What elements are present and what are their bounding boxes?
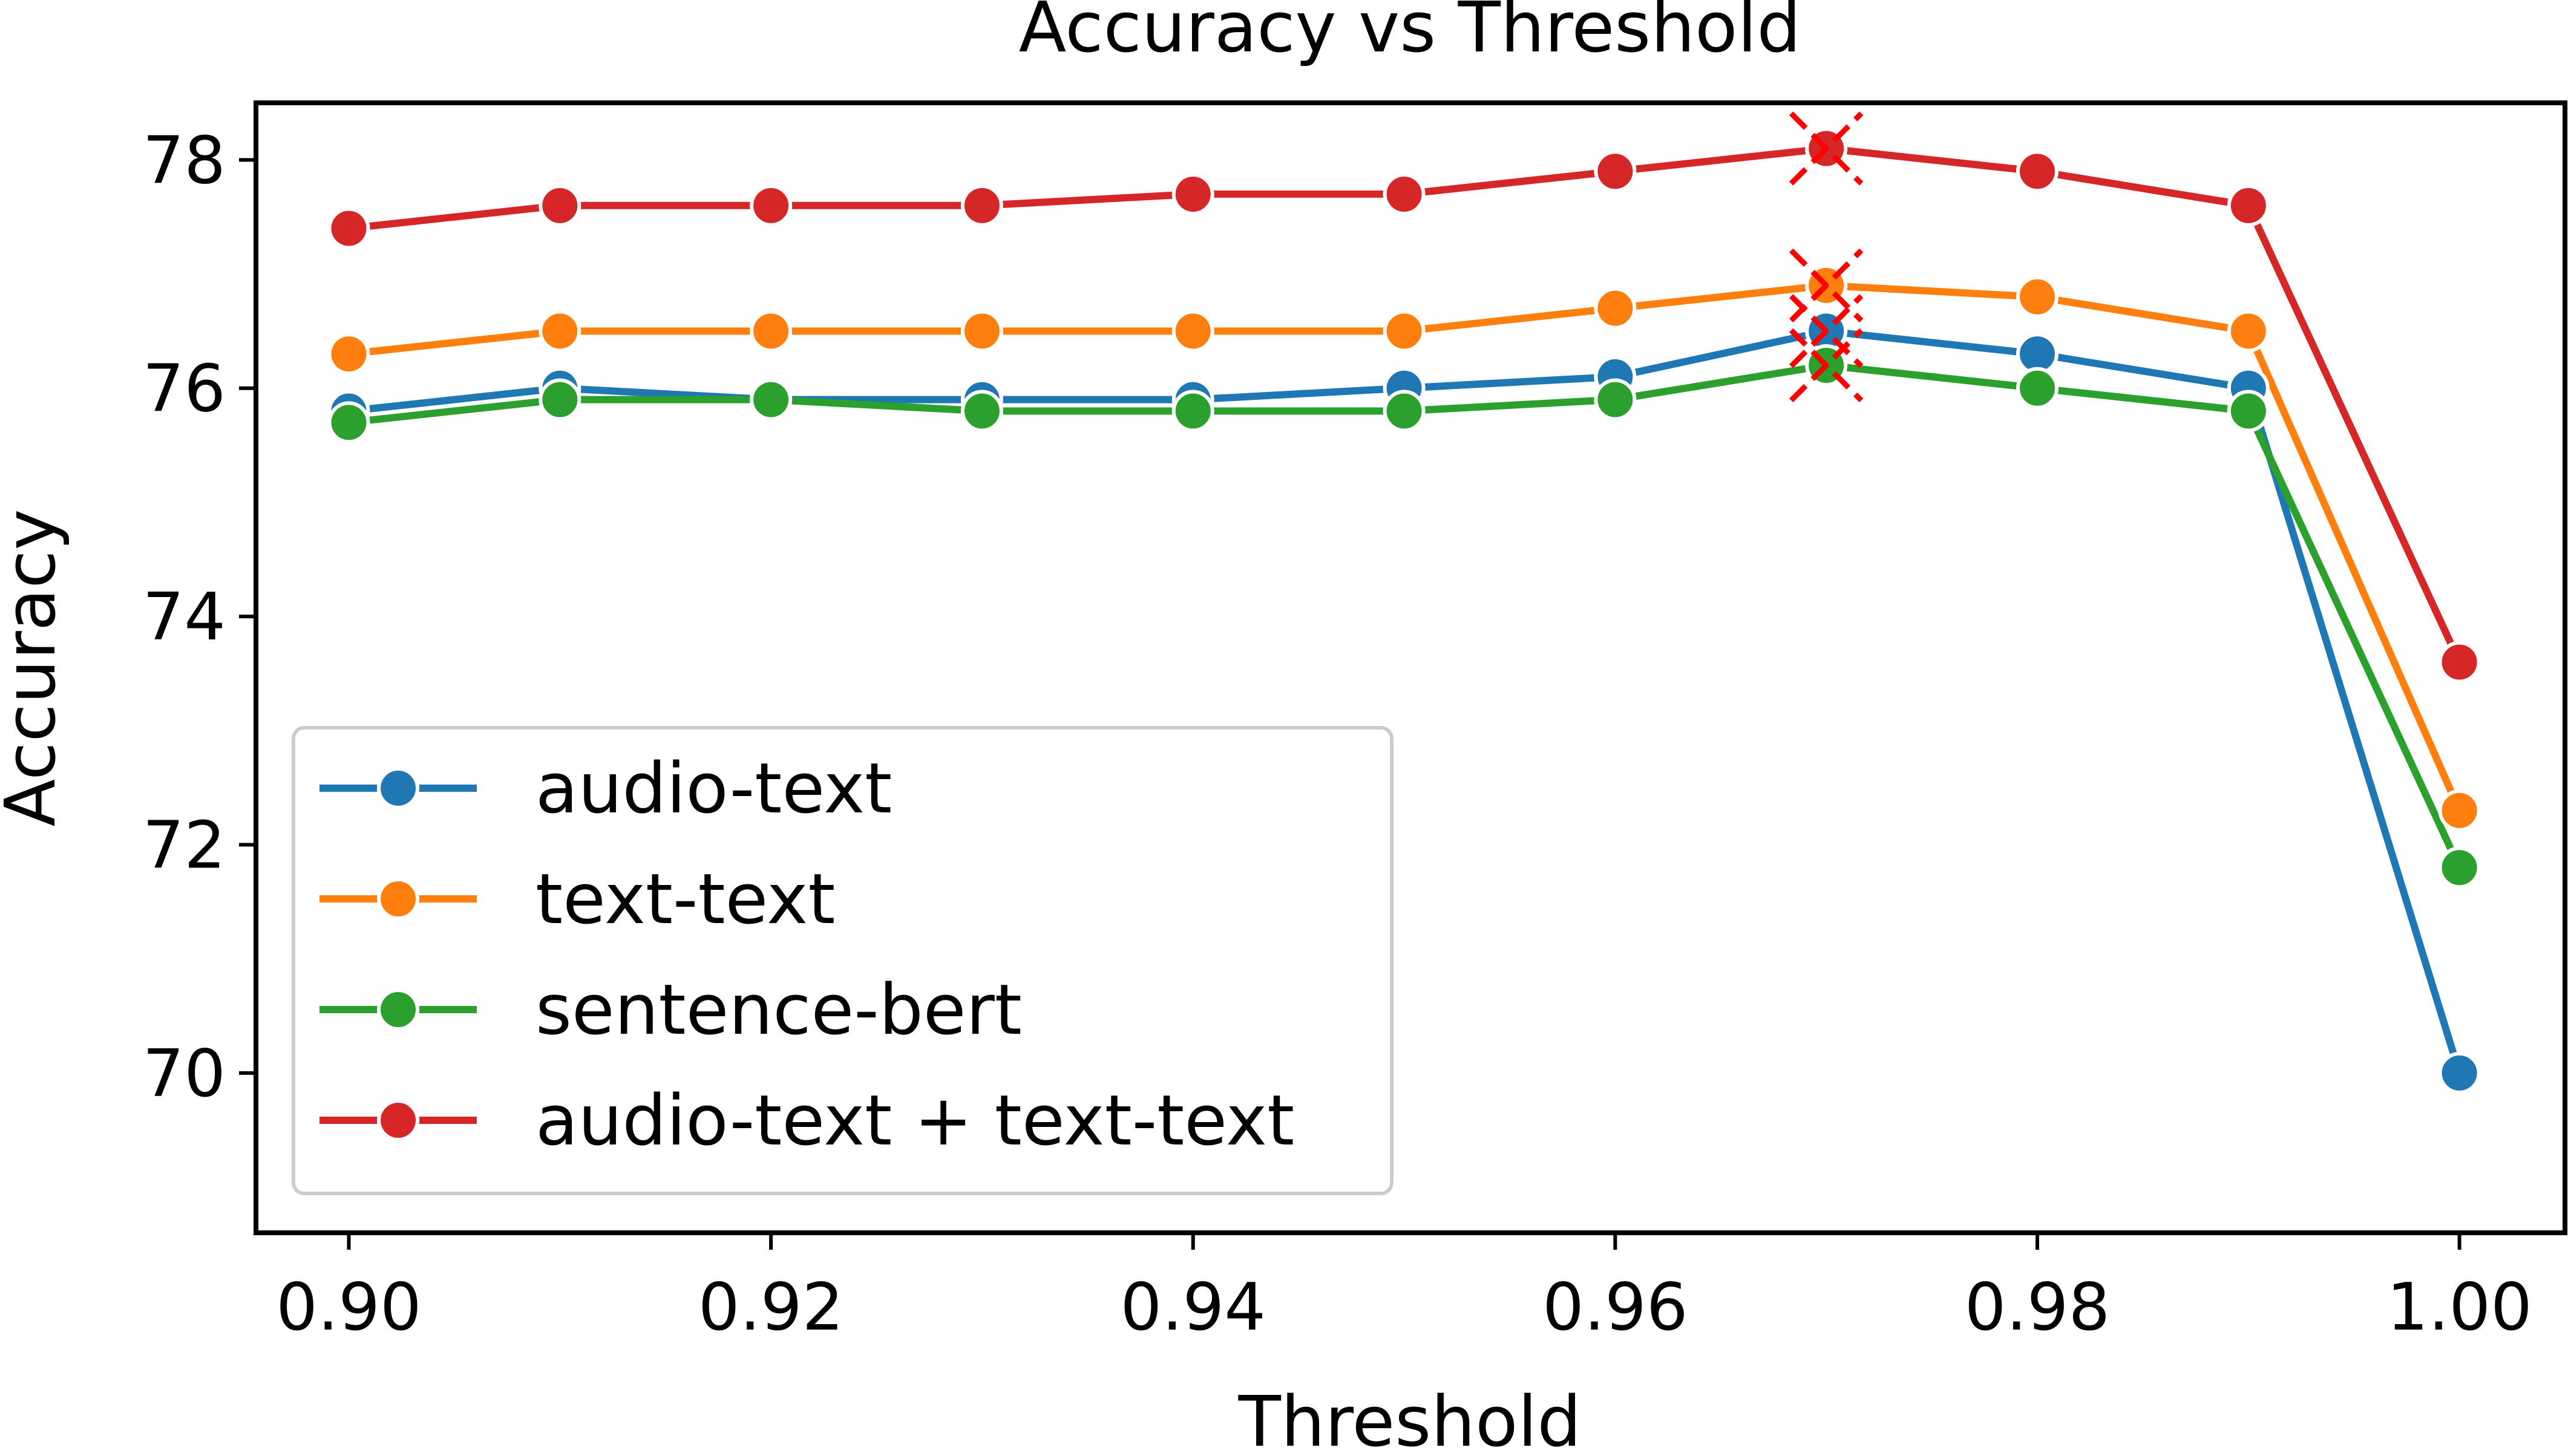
data-point-sentence-bert	[1171, 390, 1214, 433]
chart-title: Accuracy vs Threshold	[1019, 0, 1801, 68]
legend-label: sentence-bert	[536, 970, 1022, 1051]
x-tick-label: 0.92	[698, 1270, 843, 1345]
y-tick-label: 76	[143, 351, 226, 427]
x-tick-label: 0.94	[1120, 1270, 1265, 1345]
data-point-audio-text	[2438, 1051, 2481, 1094]
y-axis: 70 72 74 76 78	[143, 123, 256, 1112]
legend-marker	[377, 1099, 419, 1141]
data-point-audio-text-text-text	[1383, 172, 1426, 215]
plot-area	[327, 111, 2481, 1094]
legend-item-sentence-bert: sentence-bert	[319, 970, 1022, 1051]
legend-label: audio-text	[536, 748, 892, 829]
data-point-sentence-bert	[1594, 378, 1637, 421]
legend: audio-text text-text sentence-bert audio-te…	[292, 726, 1394, 1195]
data-point-text-text	[1171, 310, 1214, 353]
legend-item-audio-text-text-text: audio-text + text-text	[319, 1080, 1294, 1161]
x-marker-stroke	[1789, 328, 1864, 403]
y-tick-label: 72	[143, 808, 226, 883]
data-point-text-text	[1383, 310, 1426, 353]
data-point-audio-text-text-text	[1594, 150, 1637, 193]
data-point-text-text	[2227, 310, 2270, 353]
x-marker-stroke	[1789, 294, 1864, 368]
best-point-x-marker	[1789, 328, 1864, 403]
y-tick-label: 78	[143, 123, 226, 198]
x-marker-stroke	[1789, 111, 1864, 186]
y-tick-label: 74	[143, 579, 226, 655]
data-point-sentence-bert	[2438, 846, 2481, 889]
data-point-text-text	[2016, 275, 2059, 318]
data-point-audio-text-text-text	[539, 184, 581, 227]
best-point-x-marker	[1789, 111, 1864, 186]
x-axis-label: Threshold	[1238, 1382, 1582, 1456]
data-point-text-text	[1594, 287, 1637, 330]
legend-marker	[377, 767, 419, 809]
legend-item-text-text: text-text	[319, 859, 835, 940]
data-point-audio-text-text-text	[2438, 641, 2481, 684]
data-point-audio-text-text-text	[2227, 184, 2270, 227]
x-marker-stroke	[1789, 248, 1864, 323]
data-point-audio-text-text-text	[960, 184, 1003, 227]
data-point-text-text	[2438, 789, 2481, 832]
data-point-sentence-bert	[750, 378, 793, 421]
data-point-text-text	[539, 310, 581, 353]
data-point-sentence-bert	[1383, 390, 1426, 433]
legend-box	[292, 726, 1394, 1195]
data-point-text-text	[327, 333, 370, 376]
data-point-audio-text-text-text	[2016, 150, 2059, 193]
legend-label: text-text	[536, 859, 835, 940]
data-point-audio-text-text-text	[1171, 172, 1214, 215]
y-axis-label: Accuracy	[0, 509, 71, 826]
axes-frame	[254, 100, 2567, 1235]
data-point-sentence-bert	[539, 378, 581, 421]
y-tick-label: 70	[143, 1036, 226, 1112]
x-tick-label: 1.00	[2386, 1270, 2532, 1345]
x-axis: 0.90 0.92 0.94 0.96 0.98 1.00	[276, 1233, 2532, 1345]
best-point-x-marker	[1789, 248, 1864, 323]
data-point-text-text	[750, 310, 793, 353]
x-tick-label: 0.90	[276, 1270, 421, 1345]
data-point-sentence-bert	[327, 401, 370, 444]
data-point-audio-text-text-text	[327, 207, 370, 250]
legend-marker	[377, 878, 419, 920]
legend-marker	[377, 988, 419, 1031]
legend-label: audio-text + text-text	[536, 1080, 1294, 1161]
data-point-sentence-bert	[2016, 367, 2059, 410]
data-point-sentence-bert	[960, 390, 1003, 433]
legend-item-audio-text: audio-text	[319, 748, 892, 829]
x-tick-label: 0.98	[1965, 1270, 2110, 1345]
data-point-text-text	[960, 310, 1003, 353]
data-point-sentence-bert	[2227, 390, 2270, 433]
data-point-audio-text-text-text	[750, 184, 793, 227]
x-tick-label: 0.96	[1542, 1270, 1688, 1345]
